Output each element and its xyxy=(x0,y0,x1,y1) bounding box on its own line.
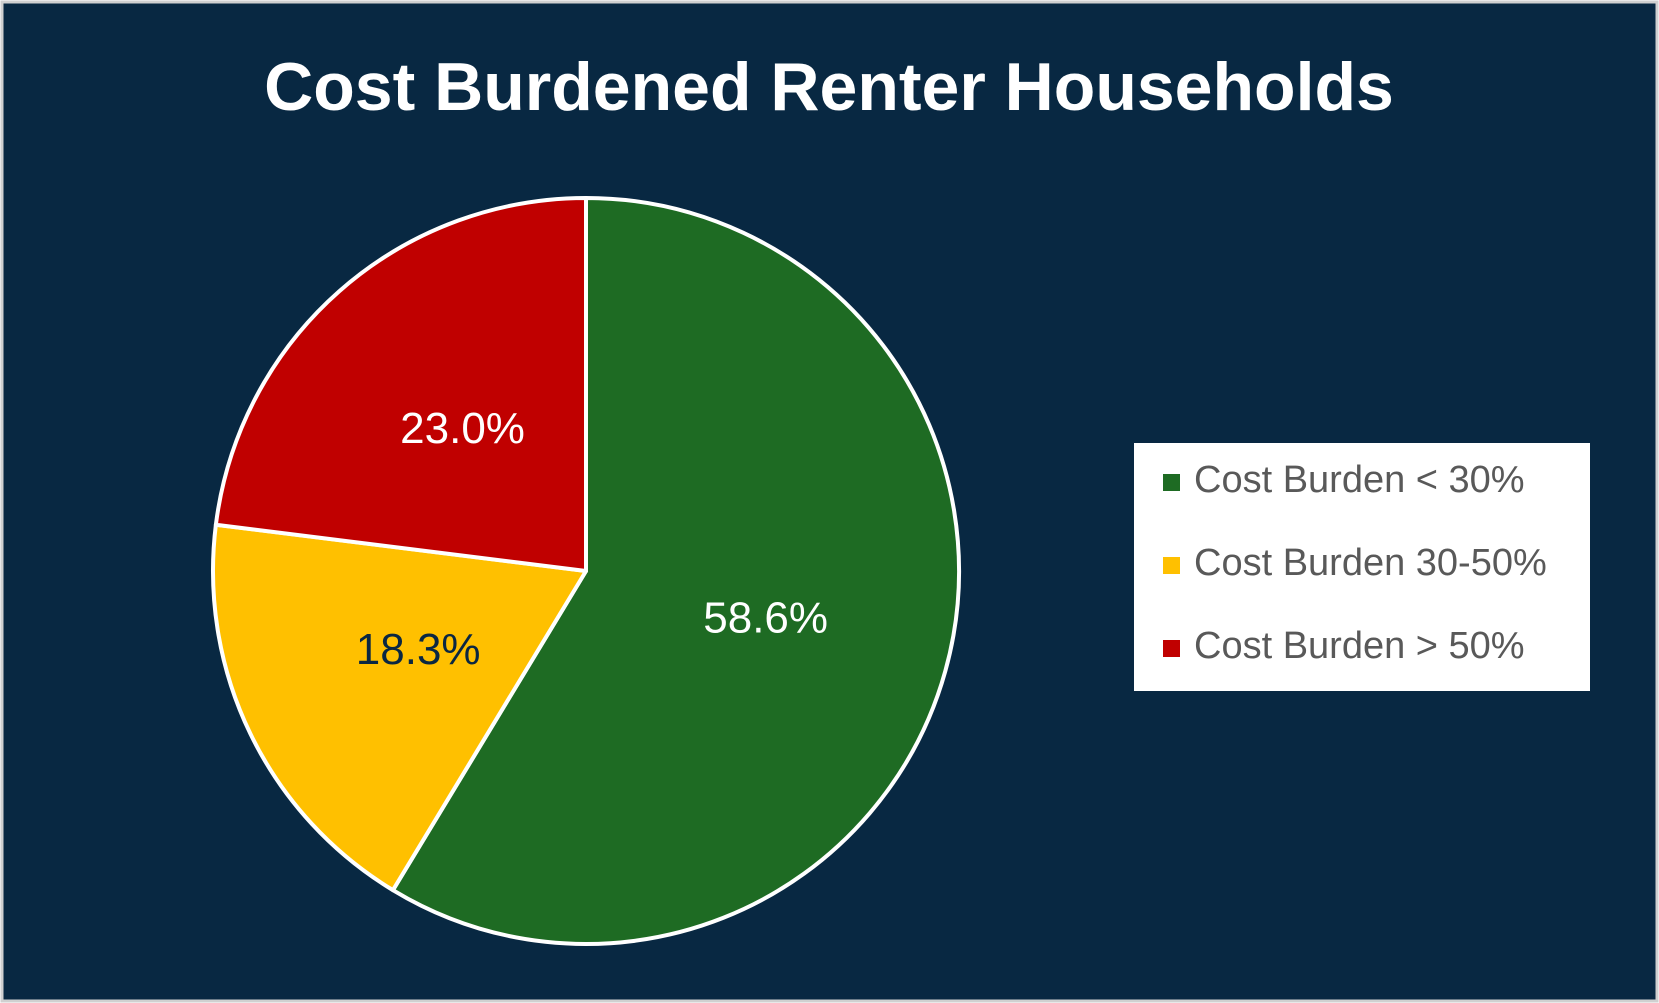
data-label: 23.0% xyxy=(400,404,525,453)
legend-label: Cost Burden < 30% xyxy=(1194,459,1525,501)
legend-marker xyxy=(1163,474,1180,491)
chart-title: Cost Burdened Renter Households xyxy=(264,49,1394,125)
data-label: 18.3% xyxy=(356,625,481,674)
legend-marker xyxy=(1163,557,1180,574)
data-label: 58.6% xyxy=(703,594,828,643)
pie-slice xyxy=(211,522,588,893)
legend-marker xyxy=(1163,640,1180,657)
legend-label: Cost Burden > 50% xyxy=(1194,625,1525,667)
pie-slice xyxy=(213,196,588,573)
pie-slice xyxy=(390,196,961,946)
legend-label: Cost Burden 30-50% xyxy=(1194,542,1547,584)
legend-box xyxy=(1134,443,1590,691)
